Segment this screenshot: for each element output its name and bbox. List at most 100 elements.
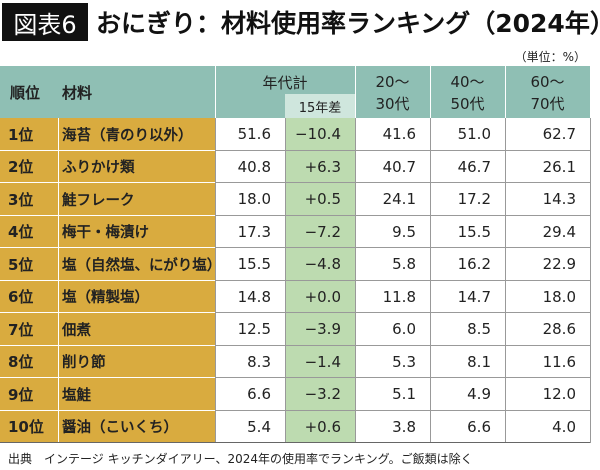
age-header: 30代 xyxy=(375,94,410,113)
title: おにぎり：材料使用率ランキング（2024年） xyxy=(96,9,600,38)
value: 4.0 xyxy=(552,417,576,436)
col-divider xyxy=(215,118,216,443)
row-line xyxy=(215,182,590,183)
col-divider xyxy=(505,118,506,443)
diff-bg xyxy=(285,150,355,183)
material: ふりかけ類 xyxy=(62,160,135,177)
value: 8.1 xyxy=(467,352,491,371)
rank: 1位 xyxy=(8,125,34,144)
value: 12.0 xyxy=(542,385,576,404)
value: 11.6 xyxy=(542,352,576,371)
value: 26.1 xyxy=(542,157,576,176)
label-bg xyxy=(0,313,215,346)
value: 12.5 xyxy=(237,320,271,339)
diff-bg xyxy=(285,248,355,281)
value: +0.6 xyxy=(304,417,341,436)
col-divider xyxy=(590,118,591,443)
value: 24.1 xyxy=(382,190,416,209)
value: +0.5 xyxy=(304,190,341,209)
value: 5.3 xyxy=(392,352,416,371)
diff-header-box xyxy=(285,94,355,118)
value: 51.6 xyxy=(237,125,271,144)
label-bg xyxy=(0,118,215,151)
value: 62.7 xyxy=(542,125,576,144)
value: 4.9 xyxy=(467,385,491,404)
header-divider xyxy=(215,66,216,118)
value: 40.8 xyxy=(237,157,271,176)
value: −1.4 xyxy=(304,352,341,371)
header-divider xyxy=(505,66,506,118)
value: 15.5 xyxy=(457,222,491,241)
header-divider xyxy=(430,66,431,118)
value: 14.3 xyxy=(542,190,576,209)
rank: 9位 xyxy=(8,385,34,404)
label-bg xyxy=(0,378,215,411)
material: 鮭フレーク xyxy=(62,192,135,209)
header-divider xyxy=(355,66,356,118)
value: 14.8 xyxy=(237,287,271,306)
value: 29.4 xyxy=(542,222,576,241)
material: 削り節 xyxy=(62,355,106,372)
value: 41.6 xyxy=(382,125,416,144)
value: 5.4 xyxy=(247,417,271,436)
rank: 8位 xyxy=(8,353,34,372)
rank: 2位 xyxy=(8,158,34,177)
label-bg xyxy=(0,150,215,183)
diff-bg xyxy=(285,215,355,248)
unit: （単位：%） xyxy=(514,50,586,64)
material: 醤油（こいくち） xyxy=(62,420,178,437)
diff-bg xyxy=(285,313,355,346)
value: −3.9 xyxy=(304,320,341,339)
value: +6.3 xyxy=(304,157,341,176)
table-bottom xyxy=(0,442,590,443)
value: −10.4 xyxy=(295,125,341,144)
value: 6.6 xyxy=(467,417,491,436)
row-line xyxy=(215,344,590,346)
rank: 7位 xyxy=(8,320,34,339)
rank-divider xyxy=(58,118,59,443)
age-header: 20〜 xyxy=(375,72,410,91)
value: 8.5 xyxy=(467,320,491,339)
value: 46.7 xyxy=(457,157,491,176)
total-header: 年代計 xyxy=(262,73,308,92)
age-header: 60〜 xyxy=(530,72,565,91)
value: 40.7 xyxy=(382,157,416,176)
material: 佃煮 xyxy=(62,322,91,339)
col-divider xyxy=(430,118,431,443)
label-bg xyxy=(0,248,215,281)
value: 6.6 xyxy=(247,385,271,404)
rank: 5位 xyxy=(8,255,34,274)
label-bg xyxy=(0,280,215,313)
value: 5.8 xyxy=(392,255,416,274)
material: 塩鮭 xyxy=(62,387,91,404)
value: 22.9 xyxy=(542,255,576,274)
value: 14.7 xyxy=(457,287,491,306)
value: 16.2 xyxy=(457,255,491,274)
age-header: 40〜 xyxy=(450,72,485,91)
value: +0.0 xyxy=(304,287,341,306)
age-header: 50代 xyxy=(450,94,485,113)
value: 3.8 xyxy=(392,417,416,436)
row-line xyxy=(215,149,590,151)
rank: 3位 xyxy=(8,190,34,209)
value: 51.0 xyxy=(457,125,491,144)
material: 海苔（青のり以外） xyxy=(62,127,193,144)
diff-bg xyxy=(285,118,355,151)
label-bg xyxy=(0,215,215,248)
value: 5.1 xyxy=(392,385,416,404)
rank: 4位 xyxy=(8,223,34,242)
value: −7.2 xyxy=(304,222,341,241)
diff-header: 15年差 xyxy=(298,100,342,116)
value: 15.5 xyxy=(237,255,271,274)
row-line xyxy=(215,279,590,281)
source: 出典 インテージ キッチンダイアリー、2024年の使用率でランキング。ご飯類は除… xyxy=(8,452,473,466)
rank-header: 順位 xyxy=(10,83,41,102)
row-line xyxy=(215,247,590,248)
material: 塩（自然塩、にがり塩） xyxy=(62,257,222,274)
value: −3.2 xyxy=(304,385,341,404)
badge: 図表6 xyxy=(2,3,88,41)
diff-bg xyxy=(285,410,355,443)
age-header: 70代 xyxy=(530,94,565,113)
diff-bg xyxy=(285,378,355,411)
